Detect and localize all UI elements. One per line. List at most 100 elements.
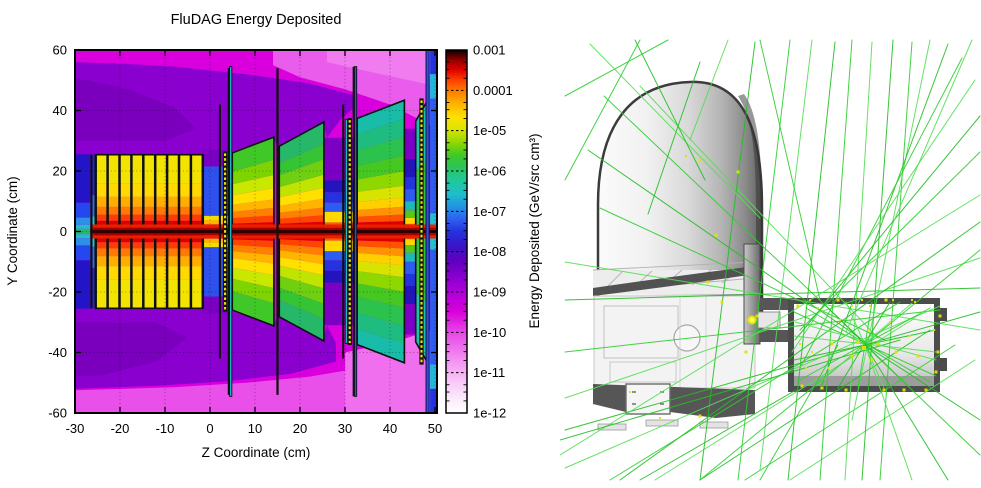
structure-band xyxy=(232,159,274,185)
dose-band xyxy=(430,388,437,413)
structure-band xyxy=(279,287,324,320)
structure-outline xyxy=(356,99,406,364)
structure-band xyxy=(357,214,405,223)
structure-band xyxy=(357,171,405,192)
flange-mid xyxy=(757,311,781,329)
colorbar-tick-label: 1e-05 xyxy=(473,123,506,138)
interaction-markers xyxy=(629,155,942,419)
structure-band xyxy=(279,265,324,289)
structure-band xyxy=(232,291,274,326)
interaction-marker xyxy=(844,388,848,392)
plot-title: FluDAG Energy Deposited xyxy=(171,12,342,28)
mid-dose-region xyxy=(75,322,188,377)
particle-track xyxy=(819,39,853,481)
interaction-marker xyxy=(882,388,886,392)
interaction-marker xyxy=(889,321,891,323)
beam-core-band xyxy=(90,229,437,232)
particle-track xyxy=(844,41,873,481)
heatmap-clip-group xyxy=(75,50,437,413)
interaction-marker xyxy=(876,342,880,346)
structure-band xyxy=(279,198,324,213)
particle-track xyxy=(564,287,981,301)
structure-band xyxy=(357,313,405,345)
structure-band xyxy=(279,239,324,248)
dose-band xyxy=(75,234,91,239)
dose-band xyxy=(323,251,358,261)
structure-band xyxy=(95,206,203,215)
interaction-marker xyxy=(894,350,898,354)
beam-core-band xyxy=(90,224,437,228)
interaction-marker xyxy=(839,319,841,321)
energy-deposition-plot: FluDAG Energy Deposited Z Coordinate (cm… xyxy=(5,12,542,460)
structure-band xyxy=(357,137,405,166)
particle-track xyxy=(560,194,981,456)
structure-band xyxy=(95,248,203,257)
box-floor-shadow xyxy=(794,376,934,386)
dose-band xyxy=(323,192,358,203)
dose-band xyxy=(75,154,91,203)
y-tick-label: -60 xyxy=(48,406,67,421)
structure-band xyxy=(357,155,405,180)
structure-band xyxy=(279,122,324,164)
dose-band xyxy=(75,260,91,309)
interaction-marker xyxy=(817,307,819,309)
structure-band xyxy=(357,100,405,135)
dose-band xyxy=(430,364,437,389)
structure-band xyxy=(357,185,405,203)
particle-track xyxy=(699,329,931,481)
y-tick-label: 60 xyxy=(53,43,67,58)
dose-band xyxy=(75,238,91,246)
y-tick-label: 40 xyxy=(53,103,67,118)
structure-band xyxy=(357,246,405,257)
dose-band xyxy=(323,260,358,271)
structure-band xyxy=(357,271,405,292)
plot-axes: -30 -20 -10 0 10 20 30 40 50 60 40 20 0 -20 -40 -60 xyxy=(48,43,442,437)
particle-track xyxy=(744,344,956,481)
structure-band xyxy=(357,260,405,278)
structure-band xyxy=(95,256,203,267)
structure-band xyxy=(232,239,274,248)
colorbar-tick-label: 0.001 xyxy=(473,43,506,58)
detector-bar xyxy=(352,66,355,397)
structure-band xyxy=(232,174,274,196)
structure-band xyxy=(357,253,405,266)
structure-band xyxy=(279,244,324,256)
dose-band xyxy=(430,249,437,365)
detector-bar xyxy=(425,50,430,413)
interaction-marker xyxy=(659,417,661,419)
particle-track xyxy=(639,389,797,481)
structure-band xyxy=(232,215,274,224)
interaction-marker xyxy=(796,304,800,308)
particle-track xyxy=(599,207,886,341)
interaction-marker xyxy=(936,350,940,354)
interaction-marker xyxy=(830,342,834,346)
x-tick-label: -10 xyxy=(156,421,175,436)
dose-band xyxy=(323,211,358,223)
x-tick-label: 50 xyxy=(428,421,442,436)
mid-dose-region xyxy=(75,78,197,141)
interaction-marker xyxy=(870,358,874,362)
dose-band xyxy=(430,74,437,99)
structure-outline xyxy=(278,120,325,343)
particle-track xyxy=(805,307,931,383)
interaction-marker xyxy=(856,340,860,344)
x-tick-label: 20 xyxy=(293,421,307,436)
flange-top xyxy=(760,298,788,310)
interaction-marker xyxy=(861,299,863,301)
detector-bar xyxy=(90,154,93,309)
foot-1 xyxy=(597,423,627,431)
interaction-marker xyxy=(867,329,869,331)
beam-core-band xyxy=(90,235,437,239)
low-dose-region xyxy=(327,50,437,87)
structure-band xyxy=(357,206,405,217)
particle-track xyxy=(564,39,669,97)
dose-band xyxy=(323,202,358,212)
interaction-marker xyxy=(755,314,759,318)
particle-track xyxy=(789,359,976,481)
dose-band xyxy=(75,231,91,235)
y-tick-label: 0 xyxy=(60,224,67,239)
heatmap-field xyxy=(75,50,437,413)
interaction-marker xyxy=(884,298,888,302)
particle-track xyxy=(864,344,981,456)
